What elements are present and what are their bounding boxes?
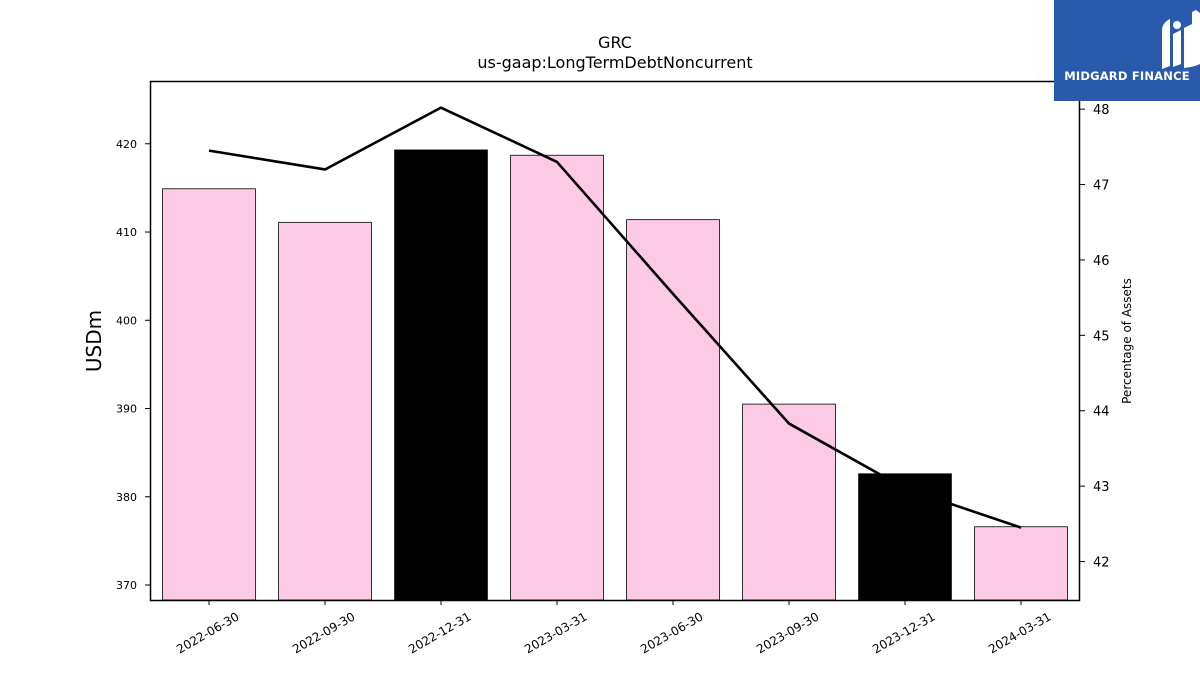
y2-tick-label: 48 [1093, 103, 1110, 118]
chart-subtitle: us-gaap:LongTermDebtNoncurrent [477, 53, 752, 72]
y-tick-label: 380 [116, 491, 137, 504]
bar-2022-12-31 [394, 149, 488, 601]
y2-tick-label: 42 [1093, 556, 1110, 571]
bar-2023-12-31 [858, 473, 952, 601]
y-axis-label: USDm [82, 310, 106, 372]
x-tick-label: 2022-06-30 [174, 609, 241, 656]
y2-tick-label: 46 [1093, 254, 1110, 269]
x-tick-label: 2023-12-31 [870, 609, 937, 656]
x-tick-label: 2022-09-30 [290, 609, 357, 656]
logo-text: MIDGARD FINANCE [1064, 69, 1190, 83]
percentage-of-assets-line [208, 106, 1022, 529]
y2-tick-label: 47 [1093, 179, 1110, 194]
y2-axis-label: Percentage of Assets [1120, 278, 1134, 404]
x-tick-label: 2024-03-31 [986, 609, 1053, 656]
y-tick-label: 420 [116, 138, 137, 151]
bar-2022-09-30 [278, 221, 372, 601]
x-tick-label: 2023-09-30 [754, 609, 821, 656]
bar-2022-06-30 [162, 188, 256, 601]
y2-tick-label: 45 [1093, 329, 1110, 344]
bar-2023-03-31 [510, 154, 604, 601]
bar-2024-03-31 [974, 526, 1068, 601]
y-tick-label: 370 [116, 579, 137, 592]
x-tick-label: 2022-12-31 [406, 609, 473, 656]
bar-2023-06-30 [626, 219, 720, 601]
logo-mark-icon [1162, 10, 1200, 69]
y-tick-label: 390 [116, 403, 137, 416]
bar-2023-09-30 [742, 403, 836, 601]
midgard-finance-logo: MIDGARD FINANCE [1054, 0, 1200, 101]
x-tick-label: 2023-06-30 [638, 609, 705, 656]
chart-title: GRC [598, 33, 632, 52]
y2-tick-label: 43 [1093, 480, 1110, 495]
y2-tick-label: 44 [1093, 405, 1110, 420]
y-tick-label: 410 [116, 226, 137, 239]
x-tick-label: 2023-03-31 [522, 609, 589, 656]
y-tick-label: 400 [116, 314, 137, 327]
plot-frame [149, 80, 1081, 602]
